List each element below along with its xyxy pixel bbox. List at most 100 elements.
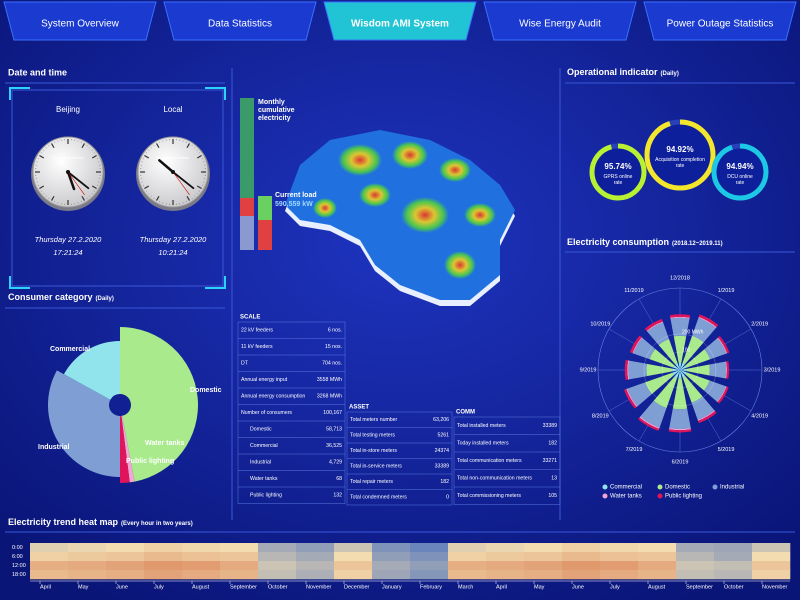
radial-bar [670,317,690,337]
clock-tick [45,147,47,149]
heat-cell [334,561,373,571]
nav-tab[interactable] [483,1,637,41]
radial-tick-label: 200 MWh [682,329,704,335]
pie-label: Domestic [190,387,222,394]
clock-pin [171,170,175,174]
cell-label: Total communication meters [457,458,522,464]
nav-tab-label[interactable]: Data Statistics [208,19,272,30]
radial-label: 1/2019 [718,288,735,294]
legend-label: Water tanks [610,494,642,500]
heat-cell [372,561,411,571]
heat-col-label: November [306,584,332,590]
clock-tick [153,197,155,199]
heat-cell [258,561,297,571]
radial-bar [692,317,716,343]
nav-tab[interactable] [163,1,317,41]
heat-cell [714,543,753,553]
heat-cell [30,543,69,553]
nav-tab[interactable] [3,1,157,41]
radial-label: 6/2019 [672,459,689,465]
clock-tick [155,195,160,201]
radial-bar [633,337,656,360]
radial-bar [658,338,678,365]
heat-cell [30,561,69,571]
cell-value: 36,525 [326,443,342,449]
heat-col-label: September [230,584,257,590]
legend-label: Industrial [720,485,744,491]
heat-cell [524,561,563,571]
map-legend-text: Monthly cumulative electricity [258,99,295,122]
nav-tab-label[interactable]: System Overview [41,19,120,30]
heat-cell [220,561,259,571]
heat-cell [600,552,639,562]
pie-slice [47,370,120,477]
table-title: SCALE [240,315,260,321]
radial-bar [627,382,652,407]
radial-bar [718,335,730,354]
cell-label: Total meters number [350,417,398,423]
heat-cell [334,552,373,562]
radial-label: 4/2019 [751,413,768,419]
heat-cell [752,561,791,571]
heat-cell [600,570,639,580]
radial-bar [703,380,726,402]
cell-label: Total installed meters [457,423,506,429]
heat-cell [220,543,259,553]
heat-cell [68,570,107,580]
table-frame [237,321,346,504]
heat-cell [448,570,487,580]
gauge-label: DCU online rate [727,174,753,186]
clock-tick [196,193,198,195]
current-load: 590,559 kW [275,201,313,208]
radial-grid [661,351,699,389]
heat-col-label: June [116,584,128,590]
section-title-text: Electricity trend heat map [8,517,119,527]
pie-label: Public lighting [126,458,174,465]
clock-brand: Powered by Wisdom [157,156,189,160]
clock-tick [191,145,193,147]
radial-bar [647,322,670,345]
cell-label: 22 kV feeders [241,328,273,334]
heat-cell [334,543,373,553]
heat-cell [676,561,715,571]
cell-value: 182 [440,479,449,485]
gauge-arc [589,143,647,201]
radial-bar [685,349,711,368]
radial-bar [624,359,629,381]
radial-bar [698,314,719,328]
radial-bar [691,396,715,420]
legend-swatch [602,493,608,499]
clock-tick [93,152,95,154]
clock-tick [91,154,97,159]
cell-label: Today installed meters [457,441,509,447]
nav-tab-label[interactable]: Wise Energy Audit [519,19,601,30]
clock-tick [50,143,55,149]
cell-label: Industrial [250,460,271,466]
heat-col-label: July [610,584,620,590]
nav-tab[interactable] [323,1,477,41]
heat-cell [676,552,715,562]
clock-tick [196,185,202,190]
pie-slice [63,341,120,400]
radial-label: 2/2019 [751,321,768,327]
nav-tab[interactable] [643,1,797,41]
radial-bar [698,411,717,424]
nav-tab-label[interactable]: Wisdom AMI System [351,19,449,30]
table-frame [453,416,561,505]
heat-cell [144,561,183,571]
cell-value: 58,713 [326,427,342,433]
clock-tick [91,149,93,151]
radial-bar [716,386,727,403]
clock-hand [67,171,85,195]
heat-cell [676,570,715,580]
clock-tick [186,143,191,149]
nav-tab-label[interactable]: Power Outage Statistics [667,19,774,30]
clock-tick [196,154,202,159]
radial-bar [680,368,687,372]
cell-value: 704 nos. [322,361,342,367]
legend-swatch [657,493,663,499]
heat-cell [296,543,335,553]
radial-bar [685,372,710,391]
clock-tick [39,154,45,159]
